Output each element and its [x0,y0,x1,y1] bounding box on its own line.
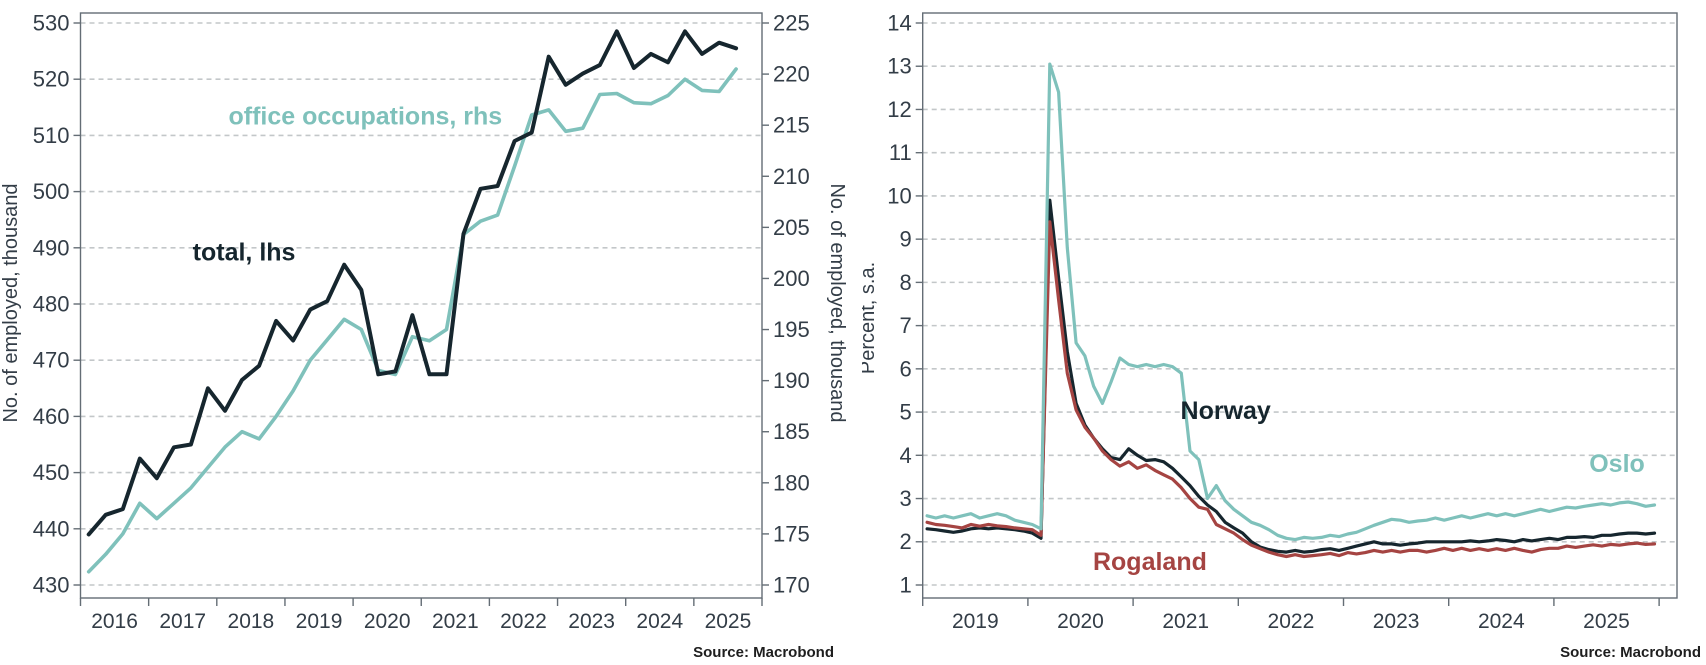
y-tick-label: 200 [773,266,810,291]
unemployment-y-axis-title: Percent, s.a. [862,262,879,374]
y-tick-label: 9 [899,227,911,252]
y-tick-label: 205 [773,215,810,240]
y-tick-label: 185 [773,419,810,444]
x-tick-label: 2023 [1373,610,1420,633]
employment-y-axis-right-ticks: 170 175 180 185 190 195 200 205 210 215 220 225 [762,10,810,597]
y-tick-label: 530 [33,10,70,35]
y-tick-label: 215 [773,113,810,138]
x-tick-label: 2020 [1057,610,1104,633]
y-tick-label: 2 [899,529,911,554]
y-tick-label: 11 [889,140,912,165]
y-tick-label: 13 [887,54,911,79]
y-tick-label: 440 [33,516,70,541]
x-tick-label: 2025 [1583,610,1630,633]
unemployment-series-lines [925,62,1657,559]
x-tick-label: 2017 [159,610,206,633]
employment-gridlines [80,22,762,586]
x-tick-label: 2025 [705,610,752,633]
x-tick-label: 2021 [432,610,479,633]
y-tick-label: 430 [33,572,70,597]
x-tick-label: 2019 [952,610,999,633]
y-tick-label: 170 [773,572,810,597]
x-tick-label: 2024 [636,610,683,633]
x-tick-label: 2020 [364,610,411,633]
x-tick-label: 2016 [91,610,138,633]
y-tick-label: 175 [773,521,810,546]
y-tick-label: 460 [33,404,70,429]
series-label-office-occupations-rhs: office occupations, rhs [229,103,503,131]
y-tick-label: 195 [773,317,810,342]
y-tick-label: 190 [773,368,810,393]
y-tick-label: 3 [899,486,911,511]
x-tick-label: 2022 [1268,610,1315,633]
x-tick-label: 2022 [500,610,547,633]
y-tick-label: 5 [899,400,911,425]
x-tick-label: 2021 [1162,610,1209,633]
y-tick-label: 210 [773,164,810,189]
unemployment-series-labels: Norway Rogaland Oslo [1093,397,1645,576]
series-label-oslo: Oslo [1589,450,1645,478]
unemployment-gridlines [922,22,1677,586]
employment-y-axis-title-right: No. of employed, thousand [826,183,848,422]
y-tick-label: 180 [773,470,810,495]
x-tick-label: 2019 [296,610,343,633]
unemployment-plot-frame [922,12,1678,599]
x-tick-label: 2018 [228,610,275,633]
y-tick-label: 480 [33,291,70,316]
y-tick-label: 470 [33,348,70,373]
y-tick-label: 220 [773,62,810,87]
y-tick-label: 225 [773,10,810,35]
y-tick-label: 7 [899,313,911,338]
series-label-total-lhs: total, lhs [193,238,296,266]
plot-border [922,12,1678,599]
employment-series-lines [86,29,739,574]
employment-chart: 430 440 450 460 470 480 490 500 510 520 530 170 175… [0,10,848,661]
employment-y-axis-title-left: No. of employed, thousand [0,183,22,422]
employment-x-axis-ticks: 2016 2017 2018 2019 2020 2021 2022 2023 2024 2025 [79,598,763,633]
y-tick-label: 450 [33,460,70,485]
series-line-oslo [925,62,1657,542]
employment-series-labels: total, lhs office occupations, rhs [193,103,503,267]
y-tick-label: 8 [899,270,911,295]
y-tick-label: 500 [33,179,70,204]
y-tick-label: 520 [33,67,70,92]
y-tick-label: 14 [887,10,911,35]
unemployment-x-axis-ticks: 2019 2020 2021 2022 2023 2024 2025 [922,598,1660,633]
y-tick-label: 1 [899,572,911,597]
series-line-rogaland [925,220,1657,559]
employment-source-label: Source: Macrobond [693,644,834,661]
y-tick-label: 510 [33,123,70,148]
y-tick-label: 6 [899,356,911,381]
y-tick-label: 4 [899,443,911,468]
unemployment-source-label: Source: Macrobond [1560,644,1701,661]
x-tick-label: 2023 [568,610,615,633]
series-line-total-lhs [86,29,739,537]
y-tick-label: 490 [33,235,70,260]
employment-y-axis-left-ticks: 430 440 450 460 470 480 490 500 510 520 530 [33,10,81,597]
series-label-norway: Norway [1181,397,1271,425]
series-label-rogaland: Rogaland [1093,548,1207,576]
y-tick-label: 10 [887,183,911,208]
y-tick-label: 12 [887,97,911,122]
x-tick-label: 2024 [1478,610,1525,633]
series-line-office-occupations-rhs [86,67,738,574]
